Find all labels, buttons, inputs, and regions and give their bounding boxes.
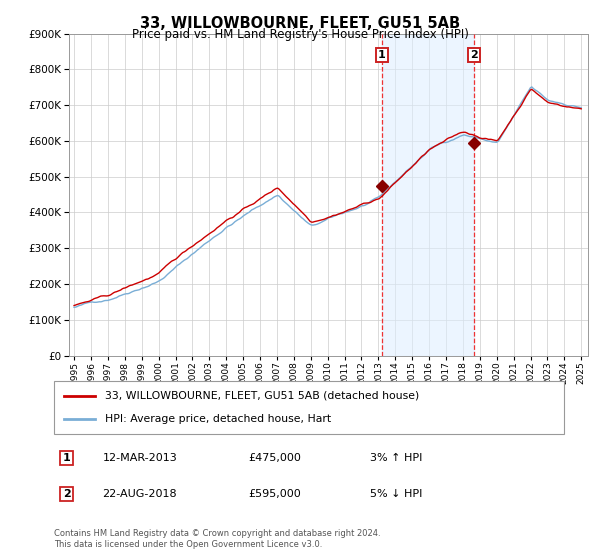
Text: 5% ↓ HPI: 5% ↓ HPI xyxy=(370,489,422,499)
Text: HPI: Average price, detached house, Hart: HPI: Average price, detached house, Hart xyxy=(105,414,331,424)
Text: 22-AUG-2018: 22-AUG-2018 xyxy=(103,489,177,499)
FancyBboxPatch shape xyxy=(54,381,564,434)
Text: 33, WILLOWBOURNE, FLEET, GU51 5AB (detached house): 33, WILLOWBOURNE, FLEET, GU51 5AB (detac… xyxy=(105,391,419,401)
Bar xyxy=(382,34,474,356)
Text: 33, WILLOWBOURNE, FLEET, GU51 5AB: 33, WILLOWBOURNE, FLEET, GU51 5AB xyxy=(140,16,460,31)
Text: 2: 2 xyxy=(63,489,71,499)
Text: £475,000: £475,000 xyxy=(248,453,301,463)
Text: 12-MAR-2013: 12-MAR-2013 xyxy=(103,453,177,463)
Text: £595,000: £595,000 xyxy=(248,489,301,499)
Text: Price paid vs. HM Land Registry's House Price Index (HPI): Price paid vs. HM Land Registry's House … xyxy=(131,28,469,41)
Text: 3% ↑ HPI: 3% ↑ HPI xyxy=(370,453,422,463)
Text: Contains HM Land Registry data © Crown copyright and database right 2024.
This d: Contains HM Land Registry data © Crown c… xyxy=(54,529,380,549)
Text: 1: 1 xyxy=(63,453,71,463)
Text: 2: 2 xyxy=(470,50,478,60)
Text: 1: 1 xyxy=(378,50,386,60)
